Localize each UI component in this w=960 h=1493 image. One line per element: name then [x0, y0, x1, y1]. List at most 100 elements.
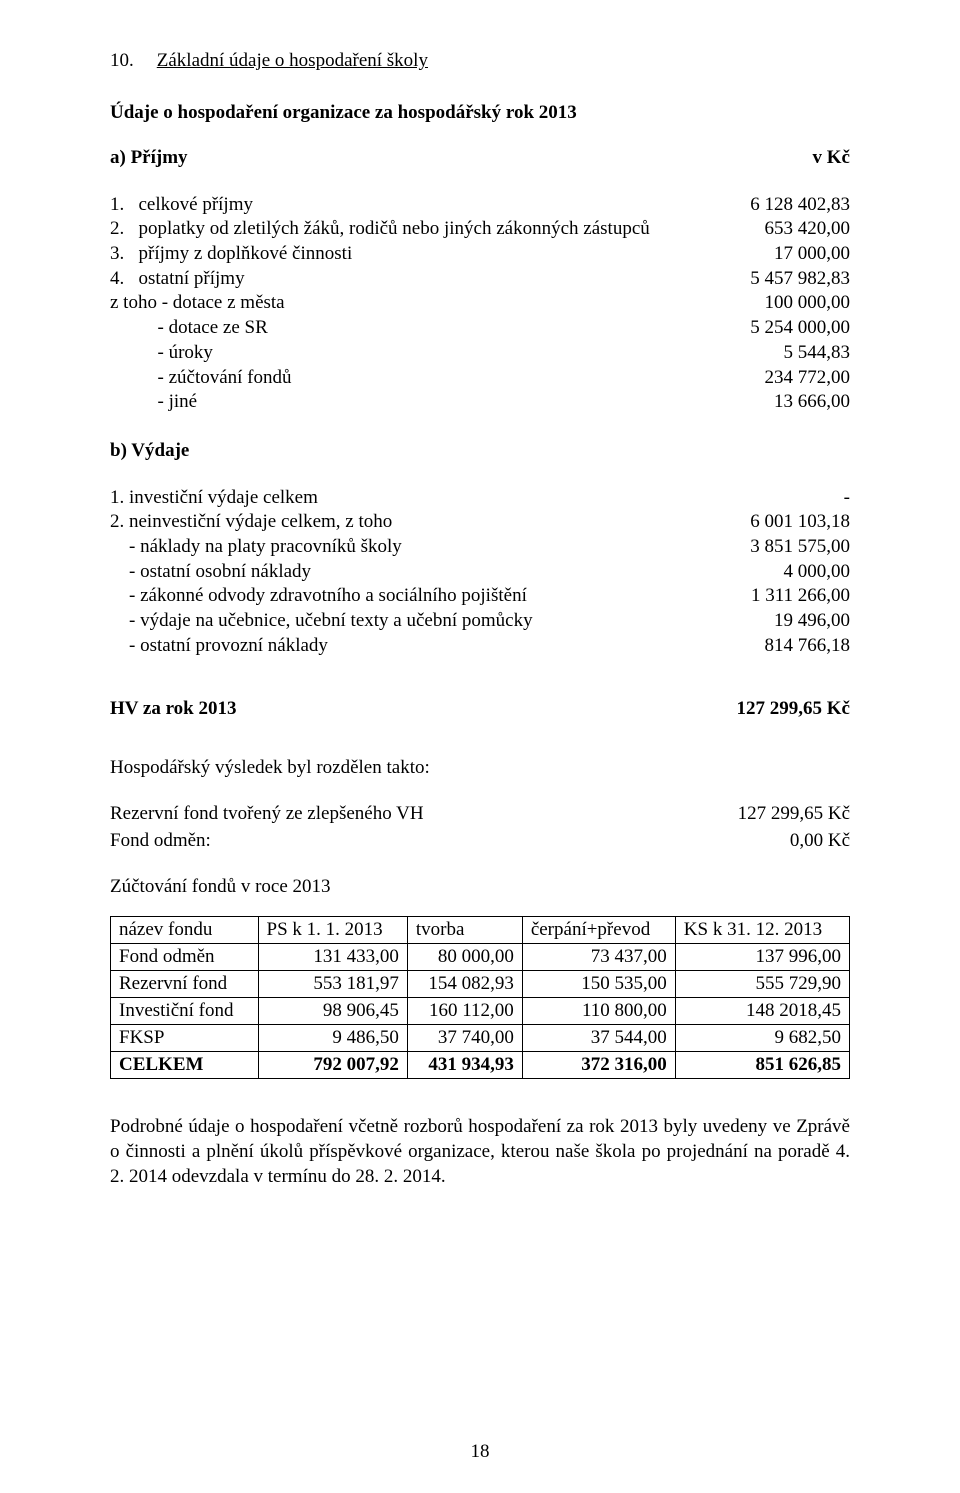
expense-heading-unit [720, 439, 850, 464]
funds-cell: 73 437,00 [522, 944, 675, 971]
funds-cell: 851 626,85 [675, 1052, 849, 1079]
funds-cell: 137 996,00 [675, 944, 849, 971]
expense-row-label: - náklady na platy pracovníků školy [110, 535, 402, 560]
funds-cell: 372 316,00 [522, 1052, 675, 1079]
income-row-label: 2. poplatky od zletilých žáků, rodičů ne… [110, 217, 650, 242]
funds-th-4: KS k 31. 12. 2013 [675, 917, 849, 944]
funds-th-3: čerpání+převod [522, 917, 675, 944]
income-row-label: - úroky [110, 341, 213, 366]
funds-cell: 154 082,93 [407, 971, 522, 998]
income-row-value: 100 000,00 [720, 291, 850, 316]
expense-row: - zákonné odvody zdravotního a sociálníh… [110, 584, 850, 609]
expense-row: - náklady na platy pracovníků školy 3 851… [110, 535, 850, 560]
income-row: 4. ostatní příjmy 5 457 982,83 [110, 267, 850, 292]
expense-row: - výdaje na učebnice, učební texty a uče… [110, 609, 850, 634]
subtitle: Údaje o hospodaření organizace za hospod… [110, 102, 850, 124]
income-row-value: 6 128 402,83 [720, 193, 850, 218]
allocation-row-value: 127 299,65 Kč [738, 801, 850, 828]
allocation-rows: Rezervní fond tvořený ze zlepšeného VH 12… [110, 801, 850, 854]
income-row: 1. celkové příjmy 6 128 402,83 [110, 193, 850, 218]
funds-th-1: PS k 1. 1. 2013 [258, 917, 407, 944]
expense-row-value: 6 001 103,18 [720, 510, 850, 535]
funds-table-row: CELKEM792 007,92431 934,93372 316,00851 … [111, 1052, 850, 1079]
expense-heading-label: b) Výdaje [110, 439, 189, 464]
funds-th-0: název fondu [111, 917, 259, 944]
income-row: - dotace ze SR 5 254 000,00 [110, 316, 850, 341]
funds-cell: CELKEM [111, 1052, 259, 1079]
expense-row: - ostatní provozní náklady 814 766,18 [110, 634, 850, 659]
funds-table-row: FKSP9 486,5037 740,0037 544,009 682,50 [111, 1025, 850, 1052]
funds-table-body: Fond odměn131 433,0080 000,0073 437,0013… [111, 944, 850, 1079]
funds-table: název fondu PS k 1. 1. 2013 tvorba čerpá… [110, 916, 850, 1079]
page-number: 18 [0, 1441, 960, 1463]
funds-cell: 148 2018,45 [675, 998, 849, 1025]
allocation-intro: Hospodářský výsledek byl rozdělen takto: [110, 756, 850, 781]
income-row-value: 653 420,00 [720, 217, 850, 242]
income-row-label: - dotace ze SR [110, 316, 268, 341]
funds-cell: 553 181,97 [258, 971, 407, 998]
income-rows: 1. celkové příjmy 6 128 402,83 2. poplatky… [110, 193, 850, 415]
funds-table-row: Fond odměn131 433,0080 000,0073 437,0013… [111, 944, 850, 971]
hv-label: HV za rok 2013 [110, 698, 237, 720]
expense-row-value: 3 851 575,00 [720, 535, 850, 560]
section-title: Základní údaje o hospodaření školy [157, 50, 428, 71]
zuctovani-label: Zúčtování fondů v roce 2013 [110, 876, 850, 898]
expense-row-label: - zákonné odvody zdravotního a sociálníh… [110, 584, 527, 609]
income-row: - jiné 13 666,00 [110, 390, 850, 415]
income-row-value: 5 254 000,00 [720, 316, 850, 341]
funds-cell: 98 906,45 [258, 998, 407, 1025]
expense-row-label: - výdaje na učebnice, učební texty a uče… [110, 609, 533, 634]
funds-cell: 37 740,00 [407, 1025, 522, 1052]
income-heading-row: a) Příjmy v Kč [110, 146, 850, 171]
income-row-label: 1. celkové příjmy [110, 193, 253, 218]
page: 10. Základní údaje o hospodaření školy Ú… [0, 0, 960, 1493]
funds-cell: 160 112,00 [407, 998, 522, 1025]
expense-row-value: 814 766,18 [720, 634, 850, 659]
expense-row: - ostatní osobní náklady 4 000,00 [110, 560, 850, 585]
funds-cell: Investiční fond [111, 998, 259, 1025]
allocation-row-label: Fond odměn: [110, 828, 211, 855]
funds-cell: 37 544,00 [522, 1025, 675, 1052]
income-row: - úroky 5 544,83 [110, 341, 850, 366]
income-row-label: 4. ostatní příjmy [110, 267, 245, 292]
funds-cell: 80 000,00 [407, 944, 522, 971]
income-row-value: 5 457 982,83 [720, 267, 850, 292]
allocation-row-label: Rezervní fond tvořený ze zlepšeného VH [110, 801, 424, 828]
funds-cell: 110 800,00 [522, 998, 675, 1025]
income-row-value: 5 544,83 [720, 341, 850, 366]
expense-row-label: 1. investiční výdaje celkem [110, 486, 318, 511]
closing-paragraph: Podrobné údaje o hospodaření včetně rozb… [110, 1115, 850, 1189]
funds-cell: 555 729,90 [675, 971, 849, 998]
funds-table-row: Rezervní fond553 181,97154 082,93150 535… [111, 971, 850, 998]
funds-cell: 431 934,93 [407, 1052, 522, 1079]
expense-row-value: 4 000,00 [720, 560, 850, 585]
funds-table-row: Investiční fond98 906,45160 112,00110 80… [111, 998, 850, 1025]
section-heading: 10. Základní údaje o hospodaření školy [110, 50, 850, 72]
income-row: z toho - dotace z města100 000,00 [110, 291, 850, 316]
funds-th-2: tvorba [407, 917, 522, 944]
expense-heading-row: b) Výdaje [110, 439, 850, 464]
hv-value: 127 299,65 Kč [737, 698, 850, 720]
income-row-value: 13 666,00 [720, 390, 850, 415]
income-row-label: 3. příjmy z doplňkové činnosti [110, 242, 352, 267]
income-row-label: - jiné [110, 390, 197, 415]
expense-row: 2. neinvestiční výdaje celkem, z toho 6 0… [110, 510, 850, 535]
expense-row-label: - ostatní osobní náklady [110, 560, 311, 585]
income-row: - zúčtování fondů234 772,00 [110, 366, 850, 391]
income-row-value: 17 000,00 [720, 242, 850, 267]
income-heading-unit: v Kč [720, 146, 850, 171]
allocation-row: Fond odměn:0,00 Kč [110, 828, 850, 855]
funds-cell: 9 682,50 [675, 1025, 849, 1052]
expense-row-label: 2. neinvestiční výdaje celkem, z toho [110, 510, 392, 535]
hv-row: HV za rok 2013 127 299,65 Kč [110, 698, 850, 720]
funds-cell: Rezervní fond [111, 971, 259, 998]
expense-row: 1. investiční výdaje celkem- [110, 486, 850, 511]
expense-row-label: - ostatní provozní náklady [110, 634, 328, 659]
funds-cell: 9 486,50 [258, 1025, 407, 1052]
funds-cell: FKSP [111, 1025, 259, 1052]
expense-row-value: 19 496,00 [720, 609, 850, 634]
funds-cell: 131 433,00 [258, 944, 407, 971]
funds-cell: 792 007,92 [258, 1052, 407, 1079]
income-heading-label: a) Příjmy [110, 146, 188, 171]
funds-table-header-row: název fondu PS k 1. 1. 2013 tvorba čerpá… [111, 917, 850, 944]
